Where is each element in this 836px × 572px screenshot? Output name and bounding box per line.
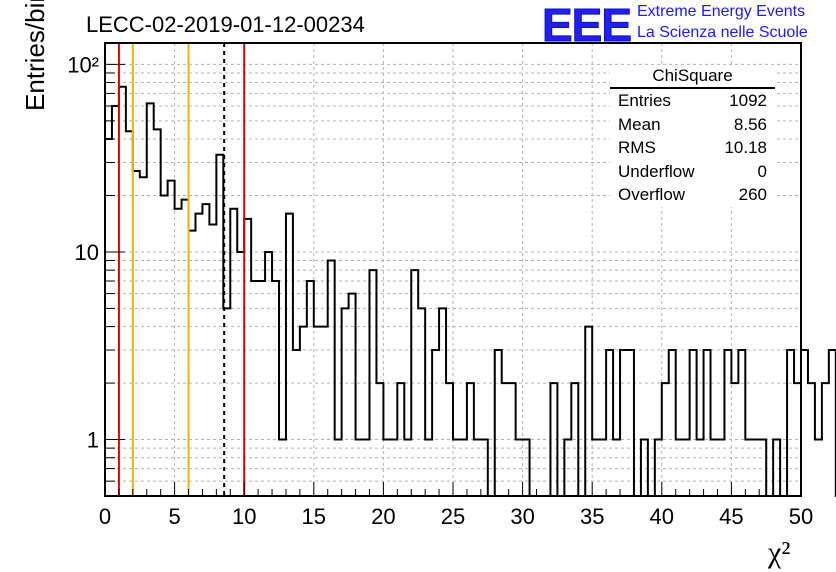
stats-label: Entries [618, 91, 671, 110]
histogram-bin [822, 383, 829, 496]
histogram-bin [307, 281, 314, 496]
x-tick-label: 15 [302, 504, 326, 529]
histogram-bin [328, 261, 335, 496]
stats-value: 260 [738, 185, 767, 204]
x-tick-label: 10 [232, 504, 256, 529]
y-tick-label: 10 [75, 240, 99, 265]
histogram-bin [704, 350, 711, 496]
histogram-bin [314, 327, 321, 496]
histogram-bin [258, 281, 265, 496]
stats-label: Overflow [618, 185, 686, 204]
stats-label: RMS [618, 138, 656, 157]
histogram-bin [418, 308, 425, 496]
eee-logo: EEE [541, 0, 632, 51]
run-title: LECC-02-2019-01-12-00234 [86, 12, 365, 37]
histogram-bin [321, 327, 328, 496]
x-tick-label: 20 [371, 504, 395, 529]
histogram-bin [161, 195, 168, 496]
histogram-bin [286, 214, 293, 496]
histogram-bin [738, 350, 745, 496]
histogram-bin [272, 281, 279, 496]
histogram-bin [342, 308, 349, 496]
stats-label: Underflow [618, 161, 695, 181]
histogram-bin [133, 171, 140, 496]
histogram-bin [690, 350, 697, 496]
histogram-bin [195, 214, 202, 496]
x-axis-label: χ² [768, 536, 791, 569]
histogram-bin [815, 440, 822, 496]
x-tick-label: 35 [580, 504, 604, 529]
histogram-bin [620, 350, 627, 496]
histogram-bin [627, 350, 634, 496]
stats-box: ChiSquare Entries 1092 Mean 8.56 RMS 10.… [610, 66, 775, 207]
x-tick-label: 30 [510, 504, 534, 529]
histogram-bin [432, 350, 439, 496]
histogram-bin [182, 200, 189, 496]
histogram-bin [237, 252, 244, 496]
histogram-bin [724, 350, 731, 496]
y-tick-label: 1 [87, 428, 99, 453]
histogram-bin [168, 181, 175, 496]
y-tick-label: 10² [67, 52, 99, 77]
stats-row-rms: RMS 10.18 [610, 136, 775, 160]
stats-value: 0 [757, 161, 767, 181]
y-axis-label: Entries/bin [20, 0, 50, 111]
histogram-bin [126, 131, 133, 496]
histogram-bin [265, 252, 272, 496]
histogram-bin [439, 308, 446, 496]
stats-row-underflow: Underflow 0 [610, 160, 775, 184]
x-tick-label: 50 [789, 504, 813, 529]
grid-layer [105, 43, 801, 496]
histogram-bin [251, 281, 258, 496]
stats-title: ChiSquare [610, 66, 775, 89]
histogram-bin [585, 327, 592, 496]
histogram-bin [293, 350, 300, 496]
stats-value: 10.18 [724, 138, 767, 157]
histogram-bin [112, 106, 119, 496]
stats-row-entries: Entries 1092 [610, 89, 775, 113]
stats-row-overflow: Overflow 260 [610, 183, 775, 207]
histogram-bin [209, 225, 216, 496]
logo-line-2: La Scienza nelle Scuole [637, 24, 808, 41]
histogram-bin [808, 383, 815, 496]
stats-value: 8.56 [733, 114, 767, 134]
stats-value: 1092 [729, 91, 767, 110]
histogram-bin [606, 350, 613, 496]
histogram-bin [300, 327, 307, 496]
histogram-bin [349, 294, 356, 496]
x-tick-label: 40 [650, 504, 674, 529]
x-tick-label: 0 [99, 504, 111, 529]
histogram-bin [801, 350, 808, 496]
reference-lines-layer [117, 43, 246, 496]
axis-layer: 0 5 10 15 20 25 30 35 40 45 50 1 10 10² [67, 42, 813, 529]
logo-line-1: Extreme Energy Events [637, 3, 806, 20]
histogram-bin [829, 350, 836, 496]
x-tick-label: 5 [168, 504, 180, 529]
histogram-bin [787, 350, 794, 496]
histogram-bin [669, 350, 676, 496]
histogram-bin [119, 87, 126, 496]
stats-label: Mean [618, 114, 661, 134]
stats-row-mean: Mean 8.56 [610, 113, 775, 137]
histogram-bin [216, 155, 223, 496]
histogram-bin [105, 139, 112, 496]
x-tick-label: 25 [441, 504, 465, 529]
x-tick-label: 45 [719, 504, 743, 529]
histogram-bin [495, 350, 502, 496]
histogram-bin [154, 129, 161, 496]
